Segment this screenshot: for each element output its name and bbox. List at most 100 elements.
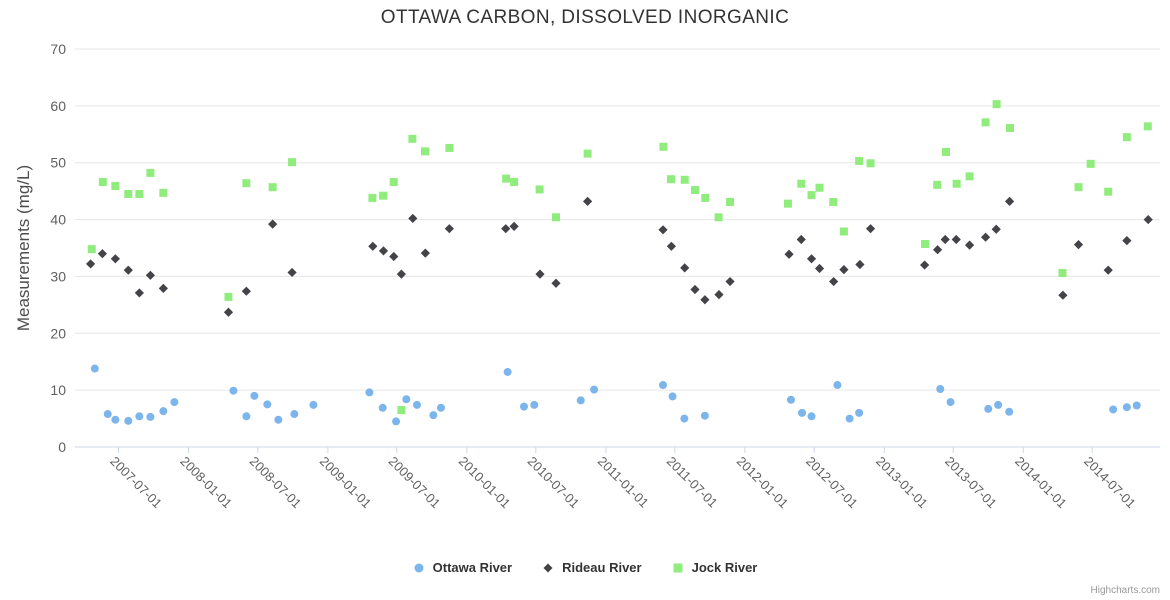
data-point[interactable] [814,263,825,274]
data-point[interactable] [933,180,942,189]
data-point[interactable] [250,391,259,400]
data-point[interactable] [981,118,990,127]
data-point[interactable] [111,415,120,424]
data-point[interactable] [815,183,824,192]
data-point[interactable] [408,213,418,224]
data-point[interactable] [145,270,156,280]
data-point[interactable] [402,395,411,404]
data-point[interactable] [378,246,389,256]
data-point[interactable] [420,248,430,258]
data-point[interactable] [242,412,251,421]
data-point[interactable] [920,260,930,270]
data-point[interactable] [288,158,297,167]
data-point[interactable] [725,276,735,287]
data-point[interactable] [274,415,283,424]
data-point[interactable] [964,240,975,250]
data-point[interactable] [691,186,699,195]
data-point[interactable] [229,386,238,395]
data-point[interactable] [445,143,454,152]
data-point[interactable] [368,241,378,251]
data-point[interactable] [659,381,668,390]
data-point[interactable] [87,245,96,254]
data-point[interactable] [1058,269,1067,278]
data-point[interactable] [668,392,677,401]
data-point[interactable] [98,178,107,187]
data-point[interactable] [666,241,676,251]
data-point[interactable] [865,224,876,234]
data-point[interactable] [700,295,710,305]
data-point[interactable] [932,245,943,255]
data-point[interactable] [290,410,299,419]
data-point[interactable] [984,404,993,413]
data-point[interactable] [263,400,272,409]
data-point[interactable] [1104,187,1113,196]
data-point[interactable] [839,227,848,236]
data-point[interactable] [408,134,417,143]
data-point[interactable] [965,172,974,181]
data-point[interactable] [309,400,318,409]
data-point[interactable] [103,410,112,419]
data-point[interactable] [833,381,842,390]
data-point[interactable] [378,403,387,412]
data-point[interactable] [921,240,930,249]
data-point[interactable] [535,269,545,279]
data-point[interactable] [287,267,297,278]
data-point[interactable] [501,224,511,234]
data-point[interactable] [936,385,945,394]
data-point[interactable] [110,254,120,264]
data-point[interactable] [397,406,406,415]
data-point[interactable] [855,408,864,417]
data-point[interactable] [680,414,689,423]
data-point[interactable] [680,263,690,273]
data-point[interactable] [1109,405,1118,414]
data-point[interactable] [429,411,438,420]
data-point[interactable] [268,219,278,229]
credits-link[interactable]: Highcharts.com [1090,585,1160,596]
data-point[interactable] [551,213,560,222]
data-point[interactable] [1005,407,1014,416]
data-point[interactable] [551,278,561,288]
data-point[interactable] [535,185,544,194]
data-point[interactable] [123,265,133,275]
data-point[interactable] [714,290,724,300]
data-point[interactable] [242,179,251,188]
data-point[interactable] [159,188,168,197]
data-point[interactable] [170,398,179,407]
data-point[interactable] [1143,122,1152,131]
data-point[interactable] [412,400,421,409]
data-point[interactable] [159,407,168,416]
data-point[interactable] [952,179,961,188]
data-point[interactable] [124,189,133,198]
data-point[interactable] [726,197,735,206]
data-point[interactable] [980,232,991,242]
data-point[interactable] [392,417,401,426]
data-point[interactable] [798,408,807,417]
data-point[interactable] [1143,214,1153,225]
data-point[interactable] [992,100,1001,109]
data-point[interactable] [786,395,795,404]
data-point[interactable] [90,364,99,373]
data-point[interactable] [940,234,950,245]
data-point[interactable] [134,288,144,298]
data-point[interactable] [700,411,709,420]
data-point[interactable] [783,199,792,208]
data-point[interactable] [680,175,689,184]
data-point[interactable] [797,179,806,188]
data-point[interactable] [224,292,233,301]
data-point[interactable] [86,259,96,269]
data-point[interactable] [807,191,816,200]
legend-item-jock-river[interactable]: Jock River [672,560,757,575]
data-point[interactable] [784,249,794,259]
data-point[interactable] [509,221,519,231]
data-point[interactable] [839,265,849,275]
data-point[interactable] [223,307,234,317]
data-point[interactable] [583,196,593,206]
data-point[interactable] [796,234,806,245]
legend-item-ottawa-river[interactable]: Ottawa River [413,560,512,575]
data-point[interactable] [829,197,838,206]
data-point[interactable] [365,388,374,397]
data-point[interactable] [1103,265,1113,275]
data-point[interactable] [829,276,839,287]
data-point[interactable] [1132,401,1141,410]
data-point[interactable] [241,286,251,296]
